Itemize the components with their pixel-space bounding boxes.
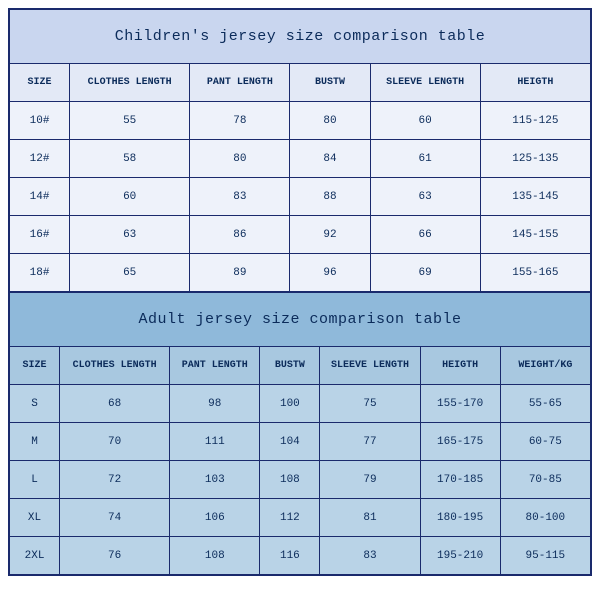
cell-sleeve-length: 79 (320, 461, 420, 499)
cell-height: 155-170 (420, 385, 500, 423)
adult-col-sleeve-length: SLEEVE LENGTH (320, 347, 420, 385)
cell-height: 195-210 (420, 537, 500, 575)
children-size-table: Children's jersey size comparison table … (9, 9, 591, 292)
children-col-pant-length: PANT LENGTH (190, 64, 290, 102)
cell-pant-length: 103 (170, 461, 260, 499)
cell-bust: 116 (260, 537, 320, 575)
cell-sleeve-length: 83 (320, 537, 420, 575)
cell-sleeve-length: 66 (370, 216, 480, 254)
cell-pant-length: 78 (190, 102, 290, 140)
cell-height: 170-185 (420, 461, 500, 499)
cell-weight: 95-115 (500, 537, 590, 575)
table-row: S 68 98 100 75 155-170 55-65 (10, 385, 591, 423)
adult-col-clothes-length: CLOTHES LENGTH (60, 347, 170, 385)
cell-bust: 84 (290, 140, 370, 178)
children-title: Children's jersey size comparison table (10, 10, 591, 64)
cell-sleeve-length: 81 (320, 499, 420, 537)
adult-col-size: SIZE (10, 347, 60, 385)
children-col-clothes-length: CLOTHES LENGTH (70, 64, 190, 102)
cell-clothes-length: 63 (70, 216, 190, 254)
cell-bust: 80 (290, 102, 370, 140)
table-row: XL 74 106 112 81 180-195 80-100 (10, 499, 591, 537)
cell-bust: 104 (260, 423, 320, 461)
cell-height: 165-175 (420, 423, 500, 461)
table-row: 10# 55 78 80 60 115-125 (10, 102, 591, 140)
cell-weight: 70-85 (500, 461, 590, 499)
cell-weight: 80-100 (500, 499, 590, 537)
cell-height: 155-165 (480, 254, 590, 292)
children-title-row: Children's jersey size comparison table (10, 10, 591, 64)
cell-sleeve-length: 60 (370, 102, 480, 140)
cell-weight: 60-75 (500, 423, 590, 461)
cell-size: S (10, 385, 60, 423)
cell-size: 18# (10, 254, 70, 292)
cell-pant-length: 108 (170, 537, 260, 575)
table-row: 18# 65 89 96 69 155-165 (10, 254, 591, 292)
children-col-height: HEIGTH (480, 64, 590, 102)
cell-clothes-length: 58 (70, 140, 190, 178)
children-header-row: SIZE CLOTHES LENGTH PANT LENGTH BUSTW SL… (10, 64, 591, 102)
cell-size: 16# (10, 216, 70, 254)
cell-clothes-length: 74 (60, 499, 170, 537)
table-row: M 70 111 104 77 165-175 60-75 (10, 423, 591, 461)
cell-height: 115-125 (480, 102, 590, 140)
adult-col-pant-length: PANT LENGTH (170, 347, 260, 385)
adult-col-bust: BUSTW (260, 347, 320, 385)
cell-pant-length: 89 (190, 254, 290, 292)
adult-title-row: Adult jersey size comparison table (10, 293, 591, 347)
children-col-bust: BUSTW (290, 64, 370, 102)
cell-bust: 100 (260, 385, 320, 423)
table-row: 16# 63 86 92 66 145-155 (10, 216, 591, 254)
cell-height: 135-145 (480, 178, 590, 216)
cell-height: 125-135 (480, 140, 590, 178)
cell-height: 180-195 (420, 499, 500, 537)
cell-sleeve-length: 77 (320, 423, 420, 461)
cell-pant-length: 111 (170, 423, 260, 461)
cell-bust: 88 (290, 178, 370, 216)
cell-clothes-length: 60 (70, 178, 190, 216)
cell-pant-length: 83 (190, 178, 290, 216)
cell-pant-length: 80 (190, 140, 290, 178)
cell-pant-length: 98 (170, 385, 260, 423)
adult-col-weight: WEIGHT/KG (500, 347, 590, 385)
adult-header-row: SIZE CLOTHES LENGTH PANT LENGTH BUSTW SL… (10, 347, 591, 385)
cell-clothes-length: 68 (60, 385, 170, 423)
cell-clothes-length: 65 (70, 254, 190, 292)
table-row: L 72 103 108 79 170-185 70-85 (10, 461, 591, 499)
cell-weight: 55-65 (500, 385, 590, 423)
cell-bust: 112 (260, 499, 320, 537)
cell-height: 145-155 (480, 216, 590, 254)
cell-size: M (10, 423, 60, 461)
cell-clothes-length: 76 (60, 537, 170, 575)
cell-size: 2XL (10, 537, 60, 575)
cell-size: 14# (10, 178, 70, 216)
cell-bust: 96 (290, 254, 370, 292)
children-col-size: SIZE (10, 64, 70, 102)
size-chart-container: Children's jersey size comparison table … (8, 8, 592, 576)
cell-pant-length: 86 (190, 216, 290, 254)
adult-title: Adult jersey size comparison table (10, 293, 591, 347)
cell-bust: 108 (260, 461, 320, 499)
table-row: 12# 58 80 84 61 125-135 (10, 140, 591, 178)
adult-size-table: Adult jersey size comparison table SIZE … (9, 292, 591, 575)
cell-size: L (10, 461, 60, 499)
cell-clothes-length: 55 (70, 102, 190, 140)
table-row: 14# 60 83 88 63 135-145 (10, 178, 591, 216)
children-col-sleeve-length: SLEEVE LENGTH (370, 64, 480, 102)
cell-pant-length: 106 (170, 499, 260, 537)
cell-sleeve-length: 69 (370, 254, 480, 292)
cell-sleeve-length: 61 (370, 140, 480, 178)
cell-size: 10# (10, 102, 70, 140)
cell-size: 12# (10, 140, 70, 178)
table-row: 2XL 76 108 116 83 195-210 95-115 (10, 537, 591, 575)
cell-clothes-length: 70 (60, 423, 170, 461)
cell-size: XL (10, 499, 60, 537)
adult-col-height: HEIGTH (420, 347, 500, 385)
cell-sleeve-length: 75 (320, 385, 420, 423)
cell-clothes-length: 72 (60, 461, 170, 499)
cell-sleeve-length: 63 (370, 178, 480, 216)
cell-bust: 92 (290, 216, 370, 254)
